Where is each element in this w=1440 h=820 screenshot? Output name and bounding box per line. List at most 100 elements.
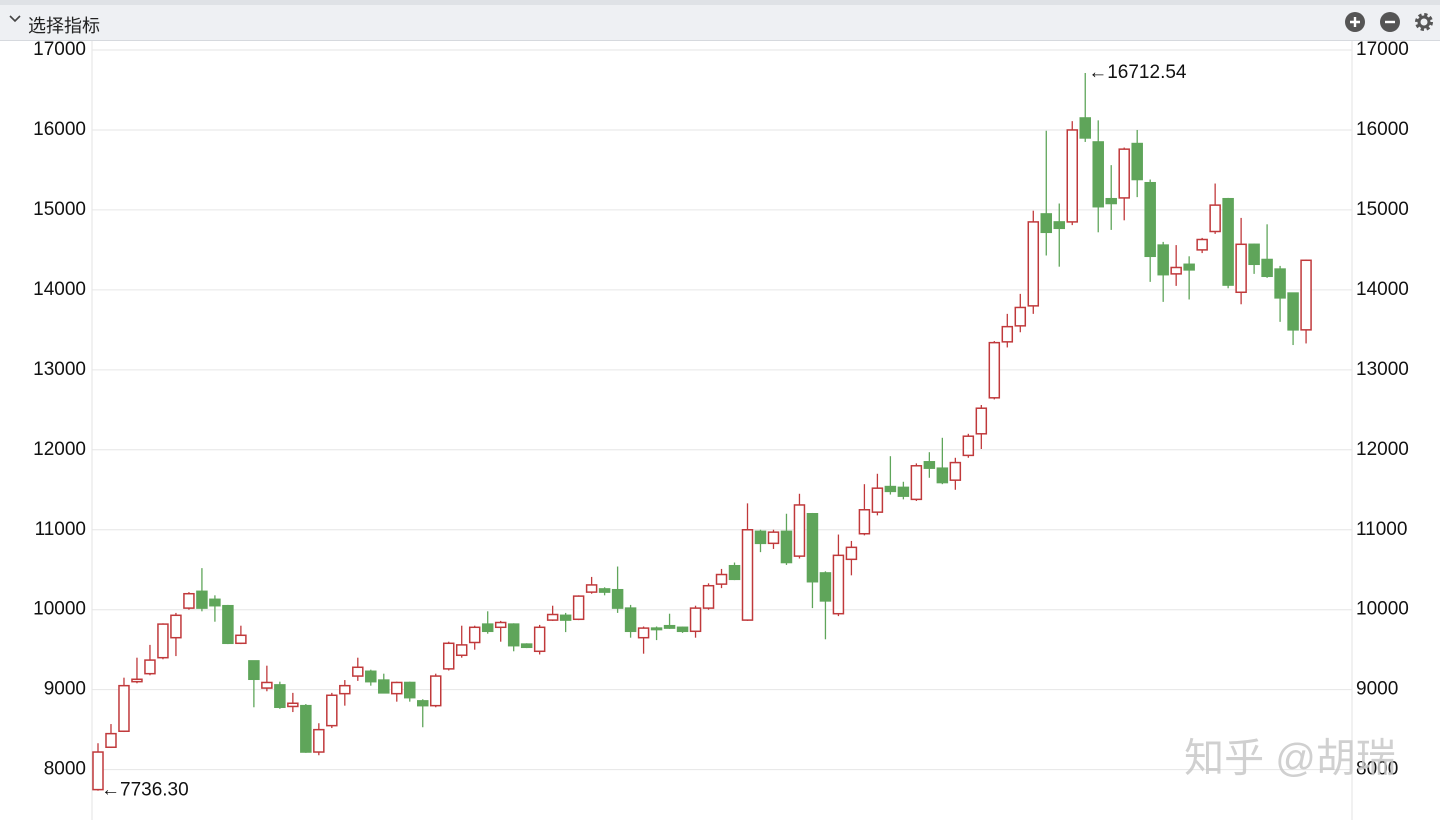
candle-body — [845, 546, 858, 561]
extreme-label: ←16712.54 — [1088, 62, 1187, 83]
candle-body — [923, 461, 936, 469]
candle-body — [339, 684, 351, 695]
candle-body — [1079, 117, 1091, 139]
candle-body — [871, 487, 884, 513]
y2-tick-label: 8000 — [1356, 759, 1398, 780]
settings[interactable] — [1415, 13, 1433, 31]
candle-body — [391, 681, 403, 695]
candle-body — [248, 660, 260, 681]
candle-body — [1274, 268, 1286, 299]
candle-body — [676, 626, 689, 633]
candle-body — [975, 407, 988, 435]
candle-body — [520, 643, 533, 649]
candle-body — [806, 513, 819, 583]
candle-body — [209, 598, 221, 607]
candle-body — [1196, 238, 1208, 251]
y2-tick-label: 16000 — [1356, 119, 1409, 140]
y-tick-label: 9000 — [44, 679, 86, 700]
y2-tick-label: 14000 — [1356, 279, 1409, 300]
y2-tick-label: 17000 — [1356, 41, 1409, 60]
candle-body — [1040, 213, 1053, 234]
candle-body — [404, 681, 416, 699]
y-tick-label: 16000 — [33, 119, 86, 140]
candle-body — [689, 607, 702, 633]
candle-body — [780, 530, 793, 564]
candle-body — [92, 751, 104, 791]
y2-tick-label: 10000 — [1356, 599, 1409, 620]
candle-body — [1105, 197, 1117, 205]
candle-body — [429, 675, 442, 707]
candle-body — [559, 614, 572, 621]
y-tick-label: 8000 — [44, 759, 86, 780]
candle-body — [585, 584, 598, 593]
candle-body — [1157, 244, 1169, 276]
candle-body — [728, 564, 741, 581]
candle-body — [1053, 221, 1066, 230]
candle-body — [1209, 204, 1221, 233]
chart: 8000 8000 9000 9000 10000 10000 11000 11000 1200… — [33, 41, 1409, 820]
y2-tick-label: 12000 — [1356, 439, 1409, 460]
candle-body — [274, 684, 286, 709]
candle-body — [1222, 197, 1234, 286]
candle-body — [1144, 181, 1156, 258]
candle-body — [313, 728, 325, 753]
zoom-out[interactable] — [1380, 12, 1400, 32]
collapse-icon[interactable] — [8, 12, 22, 26]
candle-body — [300, 704, 312, 753]
y2-tick-label: 15000 — [1356, 199, 1409, 220]
candle-body — [1131, 142, 1143, 181]
y-tick-label: 15000 — [33, 199, 86, 220]
candle-body — [741, 528, 754, 621]
candle-body — [455, 644, 468, 657]
candle-body — [196, 590, 208, 609]
candle-body — [1261, 258, 1273, 278]
y2-tick-label: 13000 — [1356, 359, 1409, 380]
candle-body — [1287, 292, 1299, 331]
candle-body — [962, 435, 975, 457]
candle-body — [170, 614, 182, 639]
y-tick-label: 12000 — [33, 439, 86, 460]
candle-body — [494, 621, 507, 629]
candle-body — [884, 485, 897, 493]
toolbar: 选择指标 — [0, 0, 1440, 41]
candle-body — [261, 681, 273, 689]
candle-body — [183, 592, 195, 609]
candle-body — [663, 624, 676, 629]
candle-body — [819, 572, 832, 602]
candle-body — [715, 573, 728, 585]
candle-body — [157, 623, 169, 659]
candle-body — [897, 486, 910, 497]
candle-body — [1014, 306, 1027, 327]
candle-body — [936, 467, 949, 484]
candle-body — [949, 461, 962, 481]
candle-body — [1001, 325, 1014, 343]
candle-body — [702, 584, 715, 609]
y-tick-label: 10000 — [33, 599, 86, 620]
candle-body — [144, 659, 156, 675]
indicator-selector[interactable]: 选择指标 — [28, 16, 100, 36]
extreme-label: ←7736.30 — [101, 780, 189, 801]
zoom-in[interactable] — [1345, 12, 1365, 32]
candle-body — [910, 465, 923, 501]
y-tick-label: 13000 — [33, 359, 86, 380]
candle-body — [1118, 148, 1130, 199]
candle-body — [546, 613, 559, 621]
candle-body — [754, 530, 767, 545]
candle-body — [611, 588, 624, 609]
y2-tick-label: 11000 — [1356, 519, 1407, 540]
candle-body — [988, 341, 1001, 399]
candle-body — [1092, 141, 1104, 208]
candle-body — [650, 627, 663, 631]
candle-body — [767, 531, 780, 545]
candle-body — [417, 700, 429, 707]
watermark: 知乎 @胡瑞 — [1184, 737, 1396, 781]
candle-body — [131, 678, 143, 683]
y-tick-label: 11000 — [35, 519, 86, 540]
candle-body — [1027, 221, 1040, 307]
toolbar-icons — [1345, 12, 1433, 32]
candle-body — [637, 627, 650, 639]
candle-body — [481, 623, 494, 633]
candle-body — [793, 504, 806, 557]
candle-body — [1170, 266, 1182, 275]
candle-body — [118, 684, 130, 732]
